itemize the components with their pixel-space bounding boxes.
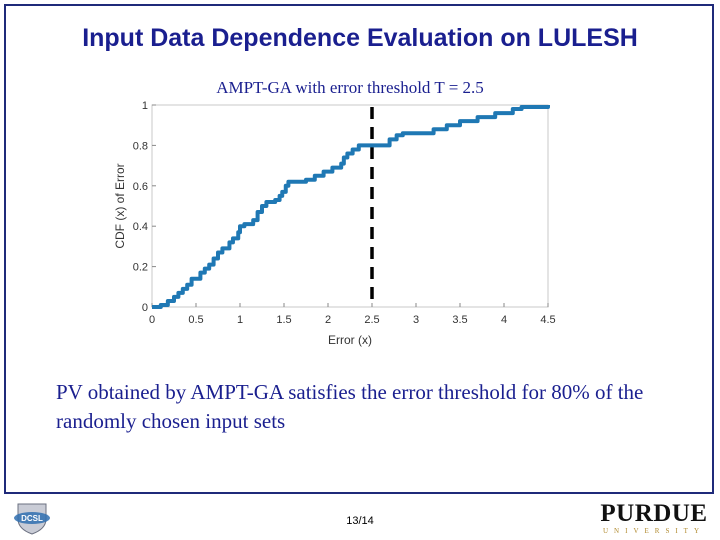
page-number: 13/14 xyxy=(346,515,374,527)
dcsl-logo: DCSL xyxy=(8,501,56,540)
y-tick-label: 0.6 xyxy=(133,181,148,193)
x-tick-label: 1.5 xyxy=(276,314,291,326)
slide-footer: DCSL 13/14 PURDUE UNIVERSITY xyxy=(0,495,720,540)
cdf-chart: 0 0.2 0.4 0.6 0.8 1 0 0.5 1 1.5 2 2.5 3 3.5 4 4.5 Error … xyxy=(113,100,556,347)
purdue-logo: PURDUE UNIVERSITY xyxy=(598,501,710,536)
x-tick-label: 0 xyxy=(149,314,155,326)
purdue-wordmark: PURDUE xyxy=(600,500,708,527)
y-tick-label: 0.8 xyxy=(133,140,148,152)
y-tick-label: 0 xyxy=(142,302,148,314)
x-tick-label: 3.5 xyxy=(452,314,467,326)
slide-body-text: PV obtained by AMPT-GA satisfies the err… xyxy=(56,380,644,433)
chart-title: AMPT-GA with error threshold T = 2.5 xyxy=(216,78,484,97)
x-tick-label: 2.5 xyxy=(364,314,379,326)
x-tick-label: 1 xyxy=(237,314,243,326)
x-tick-label: 2 xyxy=(325,314,331,326)
cdf-series-line xyxy=(152,105,550,309)
plot-area xyxy=(151,104,549,308)
slide-frame xyxy=(4,4,714,494)
y-tick-label: 1 xyxy=(142,100,148,112)
slide-title: Input Data Dependence Evaluation on LULE… xyxy=(82,24,638,52)
purdue-university-text: UNIVERSITY xyxy=(603,527,705,535)
x-tick-label: 4.5 xyxy=(540,314,555,326)
x-tick-label: 4 xyxy=(501,314,507,326)
y-axis-label: CDF (x) of Error xyxy=(113,163,127,248)
x-tick-label: 3 xyxy=(413,314,419,326)
x-axis-label: Error (x) xyxy=(328,333,372,347)
y-tick-label: 0.2 xyxy=(133,262,148,274)
y-tick-label: 0.4 xyxy=(133,221,148,233)
dcsl-logo-text: DCSL xyxy=(21,514,43,523)
x-tick-label: 0.5 xyxy=(188,314,203,326)
